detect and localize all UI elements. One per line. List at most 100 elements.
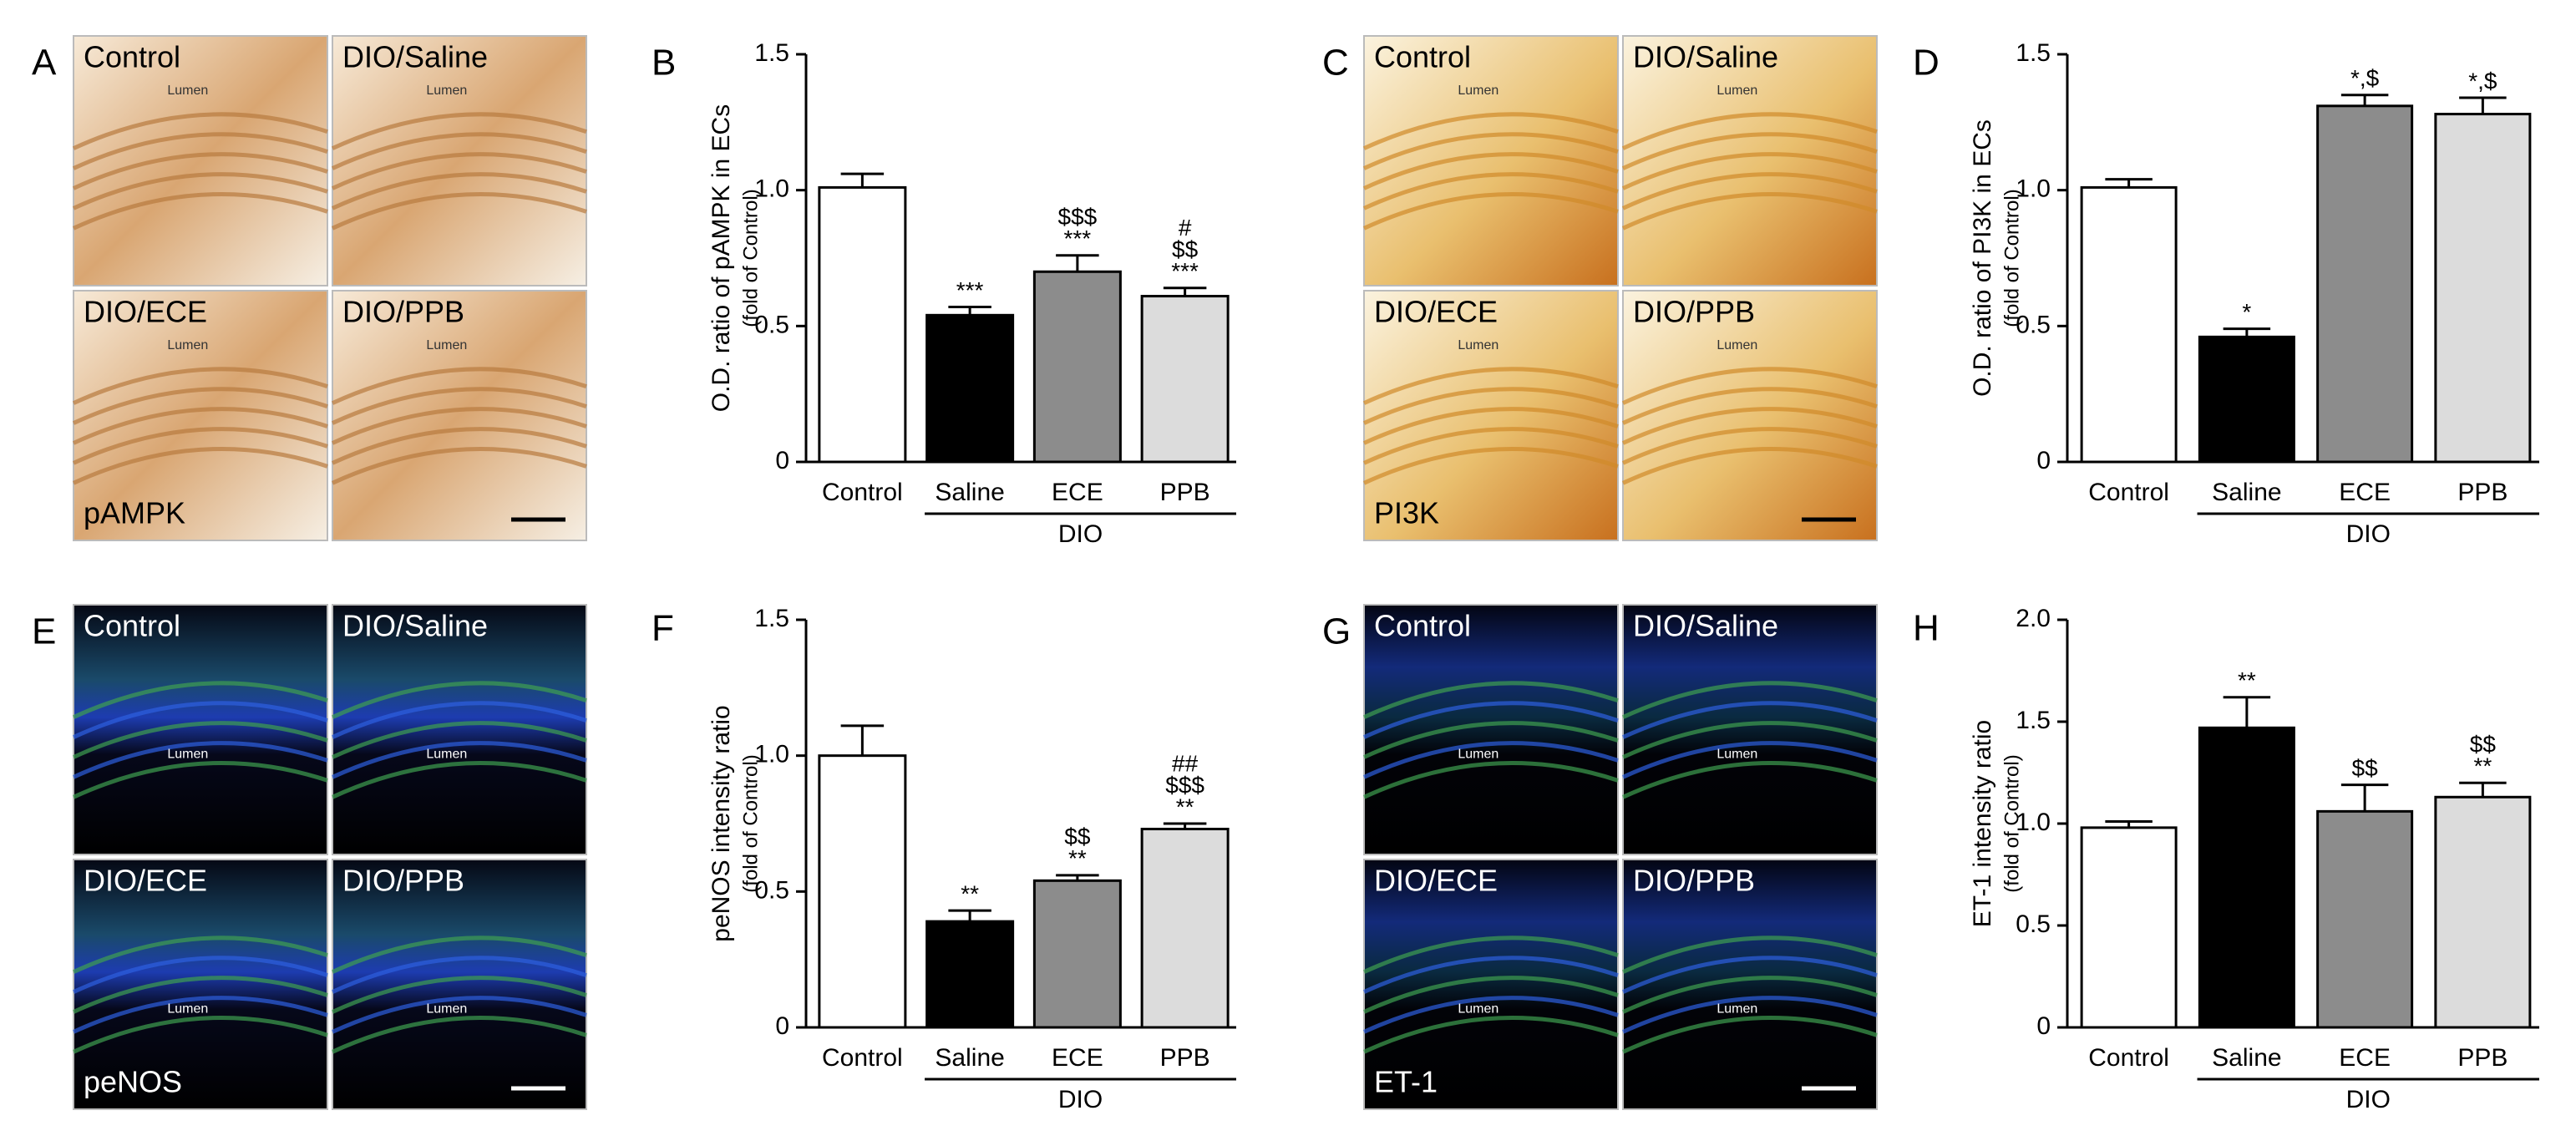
- y-tick-label: 0: [2036, 447, 2051, 474]
- x-tick-label: ECE: [2339, 1044, 2391, 1072]
- group-label: DIO: [1058, 1086, 1103, 1113]
- group-label: DIO: [2346, 520, 2391, 548]
- x-tick-label: Control: [2088, 479, 2169, 506]
- tissue-layer: [1362, 996, 1619, 1034]
- y-tick-label: 0.5: [754, 311, 789, 338]
- y-axis-label: O.D. ratio of pAMPK in ECs: [707, 104, 735, 412]
- x-tick-label: Saline: [935, 1044, 1004, 1072]
- tissue-layer: [1362, 681, 1619, 719]
- bar: [2198, 335, 2295, 464]
- significance-mark: *,$: [2468, 68, 2497, 94]
- lumen-label: Lumen: [1458, 748, 1498, 762]
- x-tick-label: PPB: [2457, 1044, 2508, 1072]
- x-tick-label: Control: [2088, 1044, 2169, 1072]
- y-tick-label: 0.5: [754, 876, 789, 904]
- bar: [818, 185, 907, 464]
- quadrant-label: Control: [1374, 40, 1471, 74]
- tissue-layer: [331, 367, 587, 405]
- bar: [925, 313, 1015, 464]
- significance-mark: $$: [2352, 755, 2379, 781]
- quadrant-label: DIO/Saline: [342, 609, 488, 643]
- bar: [1032, 879, 1122, 1029]
- tissue-layer: [1621, 1016, 1878, 1054]
- bar: [1140, 828, 1230, 1029]
- tissue-layer: [72, 132, 328, 170]
- significance-mark: $$: [1064, 824, 1091, 849]
- quadrant-label: DIO/PPB: [342, 864, 464, 898]
- y-tick-label: 1.0: [2016, 175, 2051, 203]
- y-axis-label: peNOS intensity ratio: [707, 705, 735, 941]
- significance-mark: $$$: [1165, 772, 1204, 798]
- tissue-layer: [331, 1016, 587, 1054]
- y-tick-label: 1.5: [754, 605, 789, 632]
- lumen-label: Lumen: [426, 1002, 467, 1017]
- bar: [2434, 795, 2532, 1029]
- quadrant-label: DIO/ECE: [1374, 295, 1498, 329]
- tissue-layer: [1362, 367, 1619, 405]
- lumen-label: Lumen: [167, 84, 208, 98]
- tissue-layer: [1362, 956, 1619, 994]
- tissue-layer: [1362, 407, 1619, 445]
- significance-mark: *: [2242, 299, 2251, 325]
- quadrant-label: Control: [1374, 609, 1471, 643]
- significance-mark: **: [1068, 845, 1087, 871]
- tissue-layer: [72, 721, 328, 759]
- tissue-layer: [1621, 741, 1878, 779]
- quadrant-label: DIO/ECE: [84, 295, 207, 329]
- tissue-layer: [331, 192, 587, 231]
- y-tick-label: 1.5: [754, 39, 789, 67]
- tissue-layer: [1621, 681, 1878, 719]
- tissue-layer: [331, 152, 587, 190]
- lumen-label: Lumen: [1458, 84, 1498, 98]
- quadrant-label: DIO/Saline: [1633, 40, 1778, 74]
- tissue-layer: [1621, 956, 1878, 994]
- tissue-layer: [1621, 721, 1878, 759]
- bar: [2316, 104, 2414, 464]
- x-tick-label: Control: [822, 479, 903, 506]
- quadrant-label: DIO/PPB: [1633, 864, 1755, 898]
- y-axis-label: O.D. ratio of PI3K in ECs: [1969, 119, 1996, 397]
- significance-mark: **: [2238, 667, 2256, 693]
- x-tick-label: ECE: [1052, 479, 1103, 506]
- lumen-label: Lumen: [167, 1002, 208, 1017]
- tissue-layer: [1362, 152, 1619, 190]
- tissue-layer: [1621, 407, 1878, 445]
- y-tick-label: 0.5: [2016, 910, 2051, 938]
- x-tick-label: Control: [822, 1044, 903, 1072]
- tissue-layer: [72, 387, 328, 425]
- tissue-layer: [331, 741, 587, 779]
- significance-mark: ***: [1171, 258, 1199, 284]
- tissue-layer: [1621, 996, 1878, 1034]
- panel-label: E: [32, 611, 56, 652]
- tissue-layer: [1621, 387, 1878, 425]
- y-axis-sublabel: (fold of Control): [739, 754, 762, 892]
- tissue-layer: [72, 192, 328, 231]
- tissue-layer: [1362, 387, 1619, 425]
- lumen-label: Lumen: [167, 748, 208, 762]
- tissue-layer: [1621, 192, 1878, 231]
- tissue-layer: [1362, 132, 1619, 170]
- tissue-layer: [331, 681, 587, 719]
- tissue-layer: [72, 741, 328, 779]
- bar: [2434, 113, 2532, 464]
- quadrant-label: DIO/Saline: [342, 40, 488, 74]
- bar: [818, 754, 907, 1029]
- panel-label: B: [652, 43, 676, 84]
- tissue-layer: [1621, 447, 1878, 485]
- tissue-layer: [1621, 427, 1878, 465]
- tissue-layer: [1362, 976, 1619, 1014]
- x-tick-label: Saline: [935, 479, 1004, 506]
- bar: [2080, 826, 2178, 1029]
- stain-label: pAMPK: [84, 496, 185, 530]
- panel-label: D: [1913, 43, 1940, 84]
- tissue-layer: [331, 761, 587, 799]
- tissue-layer: [72, 1016, 328, 1054]
- group-label: DIO: [2346, 1086, 2391, 1113]
- quadrant-label: Control: [84, 40, 180, 74]
- tissue-layer: [72, 367, 328, 405]
- tissue-layer: [1621, 132, 1878, 170]
- y-tick-label: 1.0: [2016, 809, 2051, 836]
- tissue-layer: [72, 112, 328, 150]
- x-tick-label: PPB: [1160, 1044, 1210, 1072]
